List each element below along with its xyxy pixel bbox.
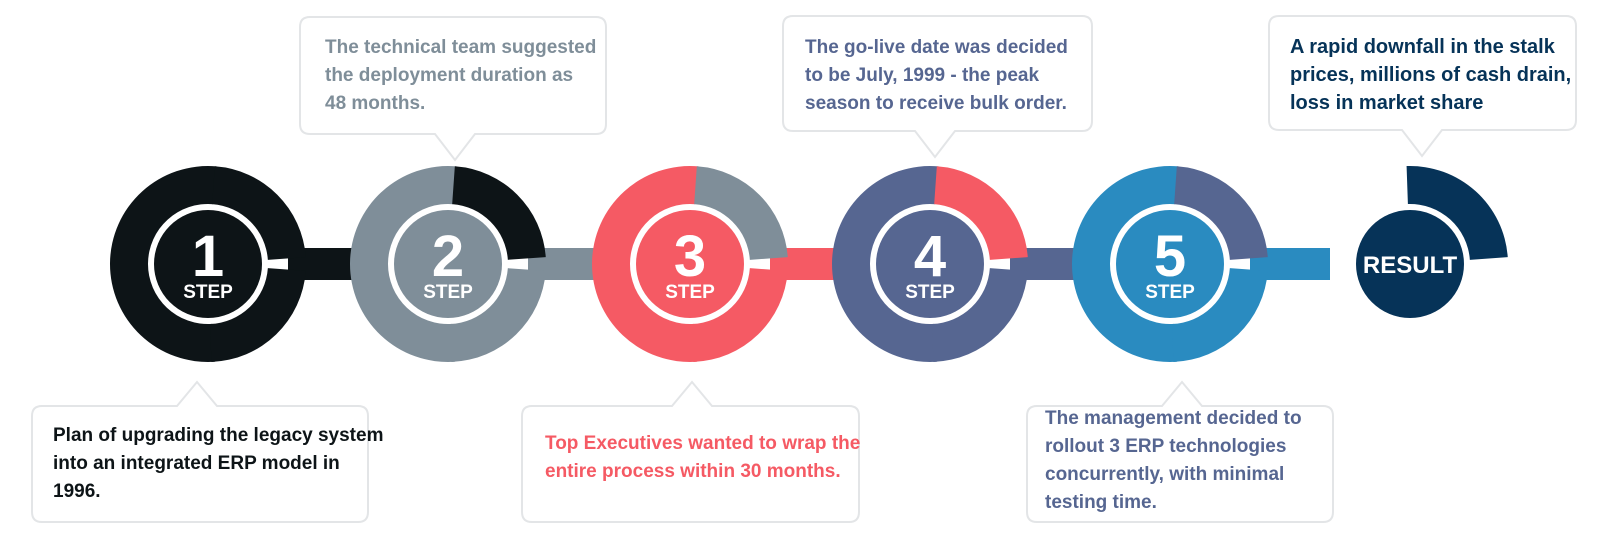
step-2-number: 2: [432, 224, 464, 289]
callout-box-step-2: [299, 16, 607, 162]
step-2-ring-lower-right: [450, 268, 546, 362]
step-4-label: STEP: [905, 282, 955, 303]
step-2-note: The technical team suggested the deploym…: [325, 37, 597, 114]
result-note: A rapid downfall in the stalk prices, mi…: [1290, 36, 1572, 114]
step-5-note: The management decided to rollout 3 ERP …: [1045, 408, 1302, 513]
step-1-label: STEP: [183, 282, 233, 303]
step-5-ring-upper-right: [1174, 166, 1268, 260]
step-3-note: Top Executives wanted to wrap the entire…: [545, 433, 861, 482]
step-4-center: [876, 210, 984, 318]
callout-box-step-5: [1026, 380, 1334, 523]
step-3-ring-left: [591, 166, 699, 362]
step-5-label: STEP: [1145, 282, 1195, 303]
step-3-label: STEP: [665, 282, 715, 303]
callout-box-step-1: [31, 380, 369, 523]
callout-box-step-4: [782, 15, 1093, 159]
step-3-ring-upper-right: [694, 166, 788, 260]
step-4-ring-left: [831, 166, 939, 362]
step-5-number: 5: [1154, 224, 1186, 289]
step-4-note: The go-live date was decided to be July,…: [805, 37, 1068, 114]
step-2-ring-left: [349, 166, 457, 362]
step-4-number: 4: [914, 224, 946, 289]
step-4-ring-lower-right: [932, 268, 1028, 362]
callout-box-step-3: [521, 380, 860, 523]
step-5-ring-lower-right: [1172, 268, 1268, 362]
step-2-label: STEP: [423, 282, 473, 303]
step-1-ring-lower-right: [210, 268, 306, 362]
step-2-ring-upper-right: [452, 166, 546, 260]
result-ring-arc: [1406, 166, 1508, 260]
result-center: [1356, 210, 1464, 318]
step-1-ring-left: [109, 166, 217, 362]
step-4-ring-upper-right: [934, 166, 1028, 260]
result-label: RESULT: [1363, 252, 1458, 279]
step-3-number: 3: [674, 224, 706, 289]
step-1-number: 1: [192, 224, 224, 289]
step-1-center: [154, 210, 262, 318]
step-5-ring-left: [1072, 166, 1179, 362]
step-3-ring-lower-right: [692, 268, 788, 362]
step-3-center: [636, 210, 744, 318]
step-1-note: Plan of upgrading the legacy system into…: [53, 425, 384, 502]
step-5-center: [1116, 210, 1224, 318]
step-1-ring-upper-right: [212, 166, 306, 260]
step-2-center: [394, 210, 502, 318]
callout-box-result: [1268, 15, 1577, 158]
